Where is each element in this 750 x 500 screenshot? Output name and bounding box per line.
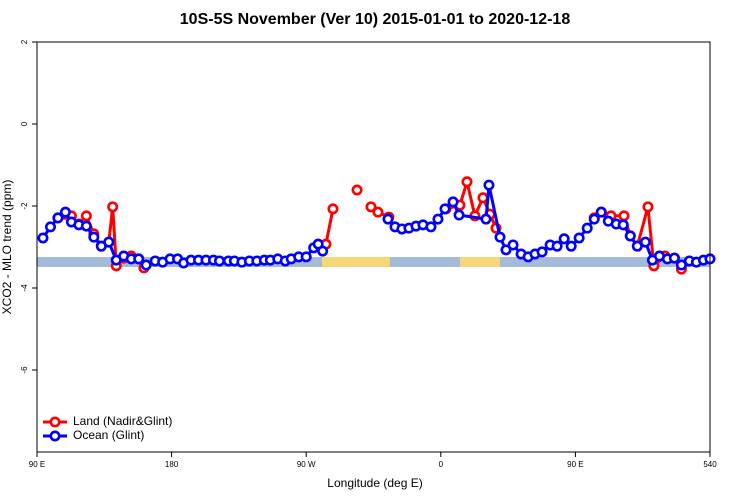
point xyxy=(565,240,577,252)
point xyxy=(103,236,115,248)
point xyxy=(140,259,152,271)
point xyxy=(351,184,363,196)
point xyxy=(213,255,225,267)
y-tick-label: -2 xyxy=(20,202,29,210)
point xyxy=(675,259,687,271)
point xyxy=(477,192,489,204)
x-tick-label: 180 xyxy=(165,460,179,469)
point xyxy=(461,176,473,188)
y-tick-label: -6 xyxy=(20,366,29,374)
point xyxy=(44,221,56,233)
point xyxy=(80,220,92,232)
point xyxy=(88,231,100,243)
point xyxy=(107,201,119,213)
point xyxy=(483,179,495,191)
point xyxy=(59,206,71,218)
legend-marker xyxy=(49,416,61,428)
legend-label: Land (Nadir&Glint) xyxy=(73,414,172,428)
y-axis-label: XCO2 - MLO trend (ppm) xyxy=(0,180,14,315)
point xyxy=(37,232,49,244)
surface-band xyxy=(37,257,710,267)
x-tick-label: 90 E xyxy=(29,460,45,469)
land-band xyxy=(322,257,390,267)
point xyxy=(551,240,563,252)
point xyxy=(372,206,384,218)
x-tick-label: 0 xyxy=(439,460,444,469)
land-band xyxy=(460,257,500,267)
point xyxy=(558,233,570,245)
x-tick-label: 540 xyxy=(703,460,717,469)
point xyxy=(300,251,312,263)
point xyxy=(507,239,519,251)
point xyxy=(365,201,377,213)
x-axis-label: Longitude (deg E) xyxy=(327,476,422,490)
x-tick-label: 90 W xyxy=(297,460,316,469)
legend-label: Ocean (Glint) xyxy=(73,428,144,442)
point xyxy=(432,213,444,225)
point xyxy=(480,213,492,225)
point xyxy=(500,244,512,256)
point xyxy=(447,196,459,208)
y-tick-label: -4 xyxy=(20,284,29,292)
point xyxy=(80,210,92,222)
point xyxy=(494,231,506,243)
point xyxy=(624,230,636,242)
point xyxy=(642,201,654,213)
point xyxy=(425,221,437,233)
point xyxy=(639,236,651,248)
point xyxy=(382,213,394,225)
point xyxy=(573,232,585,244)
point xyxy=(453,209,465,221)
point xyxy=(439,203,451,215)
point xyxy=(133,253,145,265)
point xyxy=(536,246,548,258)
point xyxy=(595,206,607,218)
point xyxy=(617,219,629,231)
plot-frame xyxy=(36,41,711,453)
point xyxy=(327,203,339,215)
point xyxy=(317,245,329,257)
point xyxy=(588,213,600,225)
x-tick-label: 90 E xyxy=(567,460,583,469)
point xyxy=(581,222,593,234)
point xyxy=(631,240,643,252)
chart-title: 10S-5S November (Ver 10) 2015-01-01 to 2… xyxy=(180,11,571,28)
point xyxy=(52,212,64,224)
y-tick-label: 2 xyxy=(20,39,29,44)
legend-marker xyxy=(49,430,61,442)
y-tick-label: 0 xyxy=(20,121,29,126)
plot xyxy=(37,176,716,275)
point xyxy=(668,252,680,264)
point xyxy=(618,210,630,222)
